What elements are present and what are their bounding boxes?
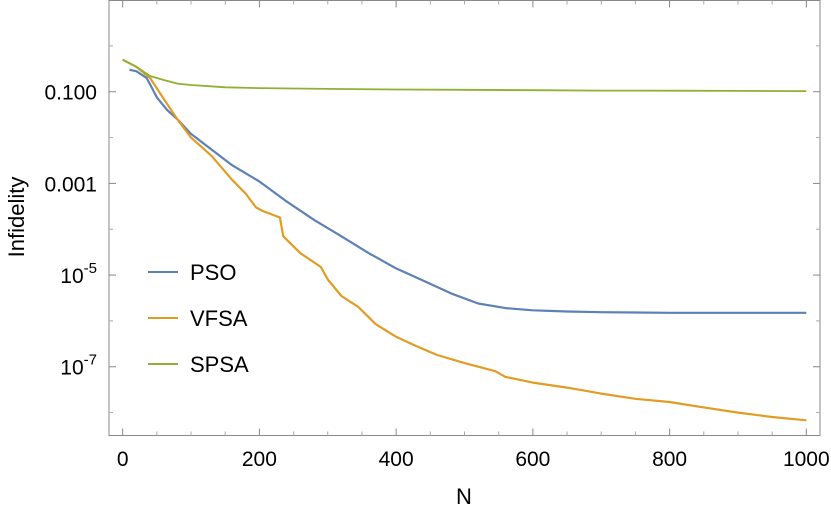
x-tick-label: 1000 [783, 448, 830, 471]
x-tick-label: 600 [515, 448, 550, 471]
series-line-spsa [122, 58, 807, 92]
axis-tick-labels: 0 200 400 600 800 1000 0.100 0.001 10-5 10-7 [44, 82, 829, 471]
y-axis-title: Infidelity [4, 177, 29, 258]
legend-label-spsa: SPSA [190, 352, 249, 377]
y-tick-label: 10-7 [60, 352, 97, 380]
x-tick-label: 0 [117, 448, 129, 471]
legend-label-pso: PSO [190, 260, 236, 285]
y-tick-label: 0.100 [44, 82, 97, 105]
x-tick-label: 800 [652, 448, 687, 471]
legend: PSO VFSA SPSA [148, 260, 249, 377]
y-tick-label: 0.001 [44, 173, 97, 196]
x-axis-title: N [456, 484, 472, 509]
axis-ticks [109, 0, 820, 436]
series-line-vfsa [122, 58, 807, 422]
series-line-pso [129, 68, 807, 314]
y-tick-label: 10-5 [60, 260, 97, 288]
x-tick-label: 400 [379, 448, 414, 471]
series-lines [122, 58, 807, 422]
x-tick-label: 200 [242, 448, 277, 471]
legend-label-vfsa: VFSA [190, 306, 248, 331]
